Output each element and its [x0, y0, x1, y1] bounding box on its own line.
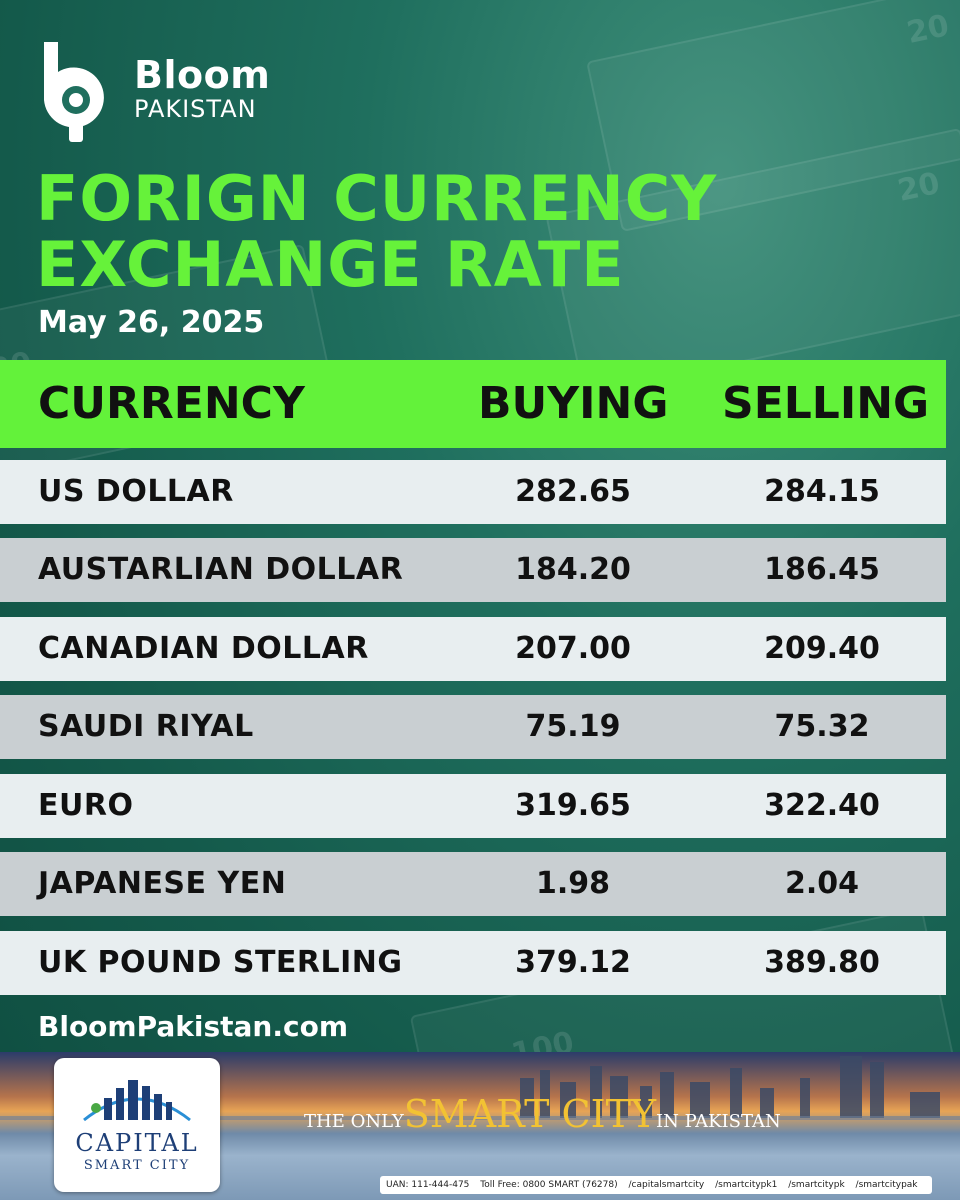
social-handle[interactable]: /capitalsmartcity: [628, 1180, 705, 1190]
selling-rate: 75.32: [774, 709, 870, 744]
social-handle[interactable]: /smartcitypk: [788, 1180, 845, 1190]
buying-rate: 1.98: [535, 866, 611, 901]
header-buying: BUYING: [478, 378, 669, 429]
tagline-post: IN PAKISTAN: [656, 1111, 781, 1132]
toll-free: Toll Free: 0800 SMART (76278): [480, 1180, 618, 1190]
table-row: SAUDI RIYAL 75.19 75.32: [0, 695, 946, 759]
header-currency: CURRENCY: [38, 378, 305, 429]
selling-rate: 389.80: [764, 945, 880, 980]
bloom-logo-icon: [44, 42, 104, 142]
table-row: CANADIAN DOLLAR 207.00 209.40: [0, 617, 946, 681]
currency-name: US DOLLAR: [38, 474, 234, 509]
table-row: AUSTARLIAN DOLLAR 184.20 186.45: [0, 538, 946, 602]
buying-rate: 75.19: [525, 709, 621, 744]
table-row: US DOLLAR 282.65 284.15: [0, 460, 946, 524]
selling-rate: 209.40: [764, 631, 880, 666]
buying-rate: 184.20: [515, 552, 631, 587]
company-name: CAPITAL: [75, 1129, 199, 1157]
selling-rate: 322.40: [764, 788, 880, 823]
city-skyline-decoration: [0, 1056, 960, 1120]
date: May 26, 2025: [38, 305, 265, 340]
capital-smart-city-logo-icon: [83, 1080, 191, 1122]
ad-tagline: THE ONLYSMART CITYIN PAKISTAN: [304, 1092, 781, 1136]
tagline-pre: THE ONLY: [304, 1111, 404, 1132]
title-line-1: FORIGN CURRENCY: [36, 162, 718, 235]
brand-subtitle: PAKISTAN: [134, 95, 257, 123]
currency-name: CANADIAN DOLLAR: [38, 631, 369, 666]
selling-rate: 186.45: [764, 552, 880, 587]
title-line-2: EXCHANGE RATE: [36, 228, 625, 301]
company-subtitle: SMART CITY: [83, 1158, 191, 1173]
header-selling: SELLING: [722, 378, 930, 429]
currency-name: JAPANESE YEN: [38, 866, 287, 901]
buying-rate: 379.12: [515, 945, 631, 980]
social-handle[interactable]: /smartcitypak: [855, 1180, 918, 1190]
currency-name: SAUDI RIYAL: [38, 709, 254, 744]
currency-name: AUSTARLIAN DOLLAR: [38, 552, 404, 587]
website-link[interactable]: BloomPakistan.com: [38, 1010, 348, 1043]
buying-rate: 319.65: [515, 788, 631, 823]
capital-smart-city-logo: CAPITAL SMART CITY: [54, 1058, 220, 1192]
table-row: JAPANESE YEN 1.98 2.04: [0, 852, 946, 916]
uan: UAN: 111-444-475: [386, 1180, 470, 1190]
currency-name: EURO: [38, 788, 134, 823]
contact-strip: UAN: 111-444-475 Toll Free: 0800 SMART (…: [380, 1176, 932, 1194]
buying-rate: 282.65: [515, 474, 631, 509]
tagline-main: SMART CITY: [403, 1092, 657, 1136]
currency-name: UK POUND STERLING: [38, 945, 403, 980]
social-handle[interactable]: /smartcitypk1: [715, 1180, 778, 1190]
buying-rate: 207.00: [515, 631, 631, 666]
table-header: CURRENCY BUYING SELLING: [0, 360, 946, 448]
table-row: UK POUND STERLING 379.12 389.80: [0, 931, 946, 995]
brand-name: Bloom: [134, 53, 271, 97]
selling-rate: 2.04: [784, 866, 860, 901]
table-row: EURO 319.65 322.40: [0, 774, 946, 838]
selling-rate: 284.15: [764, 474, 880, 509]
ad-banner[interactable]: CAPITAL SMART CITY THE ONLYSMART CITYIN …: [0, 1052, 960, 1200]
